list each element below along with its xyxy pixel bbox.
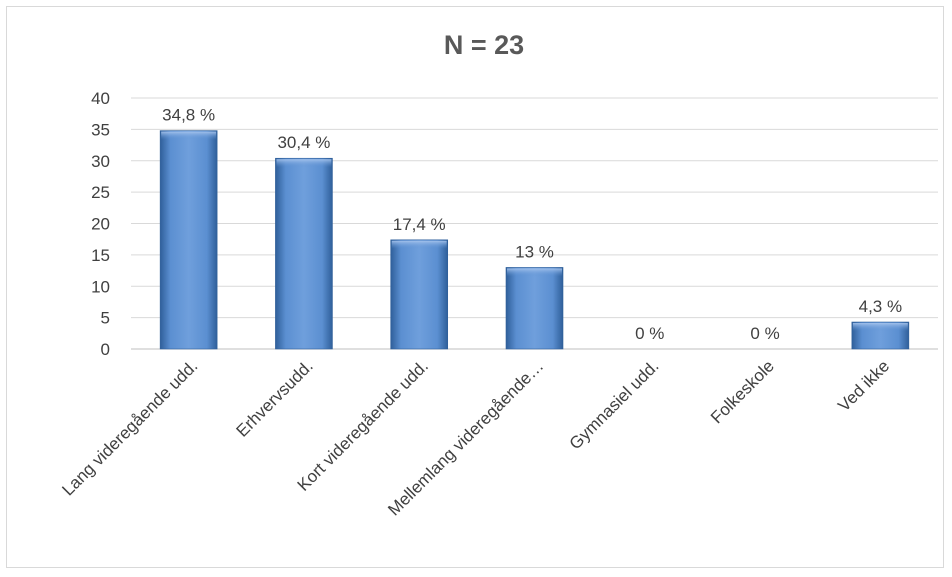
bar-highlight [852, 323, 908, 332]
data-label: 13 % [515, 242, 554, 261]
category-label: Ved ikke [834, 356, 893, 415]
category-label: Folkeskole [707, 356, 778, 427]
bar-highlight [161, 131, 217, 140]
y-tick-label: 0 [101, 340, 110, 359]
y-tick-label: 40 [91, 89, 110, 108]
bars [159, 130, 910, 350]
y-tick-label: 30 [91, 152, 110, 171]
y-tick-label: 5 [101, 309, 110, 328]
data-label: 30,4 % [277, 133, 330, 152]
y-tick-label: 35 [91, 120, 110, 139]
gridlines [131, 97, 938, 350]
data-label: 17,4 % [393, 215, 446, 234]
data-labels: 34,8 % 30,4 % 17,4 % 13 % 0 % 0 % 4,3 % [162, 106, 902, 343]
data-label: 4,3 % [859, 297, 902, 316]
bar-body [505, 267, 564, 350]
y-tick-label: 10 [91, 277, 110, 296]
data-label: 0 % [750, 324, 779, 343]
y-tick-label: 20 [91, 215, 110, 234]
category-label: Lang videregående udd. [58, 356, 201, 499]
chart-title: N = 23 [444, 30, 524, 60]
y-tick-label: 15 [91, 246, 110, 265]
bar-highlight [391, 240, 447, 249]
bar [159, 130, 218, 350]
x-axis-categories: Lang videregående udd. Erhvervsudd.Kort v… [58, 356, 893, 519]
bar [275, 157, 333, 350]
bar-body [390, 239, 449, 350]
bar [851, 321, 910, 350]
data-label: 34,8 % [162, 106, 215, 125]
bar [505, 267, 564, 350]
bar-highlight [507, 268, 562, 277]
category-label: Gymnasiel udd. [566, 356, 663, 453]
category-label: Kort videregående udd. [294, 356, 432, 494]
bar-body [275, 157, 333, 350]
y-axis-ticks: 0 5 10 15 20 25 30 35 40 [91, 89, 110, 359]
bar [390, 239, 449, 350]
bar-body [159, 130, 218, 350]
bar-highlight [276, 159, 332, 168]
data-label: 0 % [635, 324, 664, 343]
y-tick-label: 25 [91, 183, 110, 202]
category-label: Erhvervsudd. [232, 356, 316, 440]
